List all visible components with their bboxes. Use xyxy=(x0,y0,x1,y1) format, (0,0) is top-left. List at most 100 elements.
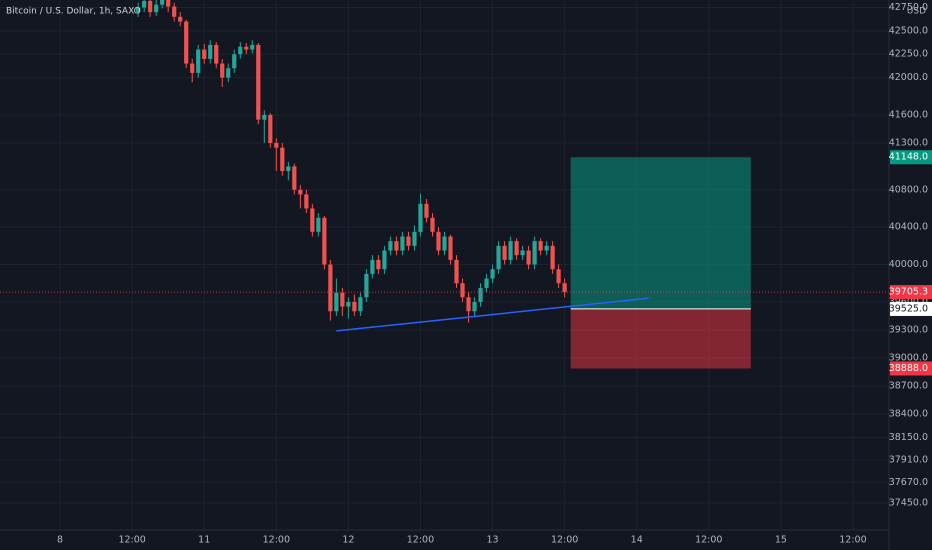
x-tick-label: 14 xyxy=(631,535,643,546)
candle-body xyxy=(238,46,243,55)
price-label: 38888.0 xyxy=(889,363,928,374)
candle-body xyxy=(472,301,477,312)
trend-line xyxy=(336,297,649,332)
candle-body xyxy=(490,269,495,279)
candle-body xyxy=(448,236,453,260)
loss-zone xyxy=(570,308,751,369)
candle-body xyxy=(370,259,375,274)
x-tick-label: 11 xyxy=(198,535,210,546)
candle-body xyxy=(142,0,147,8)
y-tick-label: 41600.0 xyxy=(889,109,928,120)
candle-body xyxy=(562,283,567,293)
x-tick-label: 12:00 xyxy=(695,535,722,546)
candle-body xyxy=(382,250,387,270)
candle-body xyxy=(280,147,285,172)
y-tick-label: 39300.0 xyxy=(889,324,928,335)
y-tick-label: 40400.0 xyxy=(889,222,928,233)
candle-body xyxy=(214,44,219,64)
candle-body xyxy=(526,250,531,265)
y-tick-label: 40000.0 xyxy=(889,259,928,270)
candle-body xyxy=(178,16,183,22)
y-tick-label: 42250.0 xyxy=(889,49,928,60)
candle-body xyxy=(316,217,321,232)
candle-body xyxy=(394,241,399,251)
price-label: 39525.0 xyxy=(889,303,928,314)
x-tick-label: 12:00 xyxy=(551,535,578,546)
candle-body xyxy=(190,63,195,73)
axes: 42750.0 42500.0 42250.0 42000.0 41600.0 41300… xyxy=(57,2,932,546)
candle-body xyxy=(136,7,141,13)
candle-body xyxy=(466,297,471,312)
candle-body xyxy=(424,203,429,218)
candle-body xyxy=(442,236,447,251)
y-tick-label: 37450.0 xyxy=(889,497,928,508)
y-tick-label: 39000.0 xyxy=(889,353,928,364)
price-label-box xyxy=(890,150,932,165)
y-tick-label: 42750.0 xyxy=(889,2,928,13)
candle-body xyxy=(538,241,543,251)
candle-body xyxy=(166,0,171,7)
candle-body xyxy=(244,46,249,50)
candle-body xyxy=(328,264,333,312)
candle-body xyxy=(334,292,339,312)
candle-body xyxy=(298,189,303,195)
candle-body xyxy=(532,241,537,265)
candle-body xyxy=(184,21,189,64)
price-label-box xyxy=(890,361,932,376)
candle-body xyxy=(220,63,225,78)
candle-body xyxy=(352,301,357,312)
candle-body xyxy=(304,194,309,209)
y-tick-label: 38400.0 xyxy=(889,409,928,420)
candle-body xyxy=(406,236,411,246)
candle-body xyxy=(286,166,291,172)
candle-body xyxy=(544,245,549,251)
candle-body xyxy=(550,245,555,270)
price-label: 39705.3 xyxy=(889,287,928,298)
candle-body xyxy=(514,241,519,256)
y-tick-label: 42500.0 xyxy=(889,25,928,36)
y-tick-label: 37670.0 xyxy=(889,477,928,488)
candle-body xyxy=(160,0,165,5)
candle-body xyxy=(154,4,159,13)
x-tick-label: 12:00 xyxy=(118,535,145,546)
price-label: 41148.0 xyxy=(889,152,928,163)
x-tick-label: 8 xyxy=(57,535,63,546)
price-label-box xyxy=(890,285,932,300)
candle-body xyxy=(202,49,207,59)
candle-body xyxy=(556,269,561,284)
candle-body xyxy=(172,6,177,17)
candle-body xyxy=(340,292,345,307)
x-tick-label: 12 xyxy=(342,535,354,546)
candle-body xyxy=(208,44,213,59)
plot-area xyxy=(0,0,889,369)
candle-body xyxy=(478,287,483,302)
profit-zone xyxy=(570,157,751,309)
candle-body xyxy=(232,54,237,69)
candle-body xyxy=(274,143,279,148)
candle-body xyxy=(418,203,423,232)
candle-body xyxy=(310,208,315,232)
y-tick-label: 38150.0 xyxy=(889,432,928,443)
candle-body xyxy=(400,236,405,251)
x-tick-label: 13 xyxy=(487,535,499,546)
candle-body xyxy=(262,114,267,120)
candle-body xyxy=(250,44,255,50)
candle-body xyxy=(148,0,153,13)
price-label-box xyxy=(890,301,932,316)
candle-body xyxy=(436,231,441,251)
y-tick-label: 40800.0 xyxy=(889,184,928,195)
candle-body xyxy=(502,245,507,260)
candle-body xyxy=(454,259,459,284)
y-tick-label: 39600.0 xyxy=(889,296,928,307)
candle-body xyxy=(256,44,261,120)
x-tick-label: 15 xyxy=(775,535,787,546)
candle-body xyxy=(358,297,363,312)
candle-body xyxy=(520,250,525,256)
currency-label: USD xyxy=(907,7,926,17)
x-tick-label: 12:00 xyxy=(839,535,866,546)
x-tick-label: 12:00 xyxy=(407,535,434,546)
candle-body xyxy=(508,241,513,260)
candle-body xyxy=(196,49,201,73)
